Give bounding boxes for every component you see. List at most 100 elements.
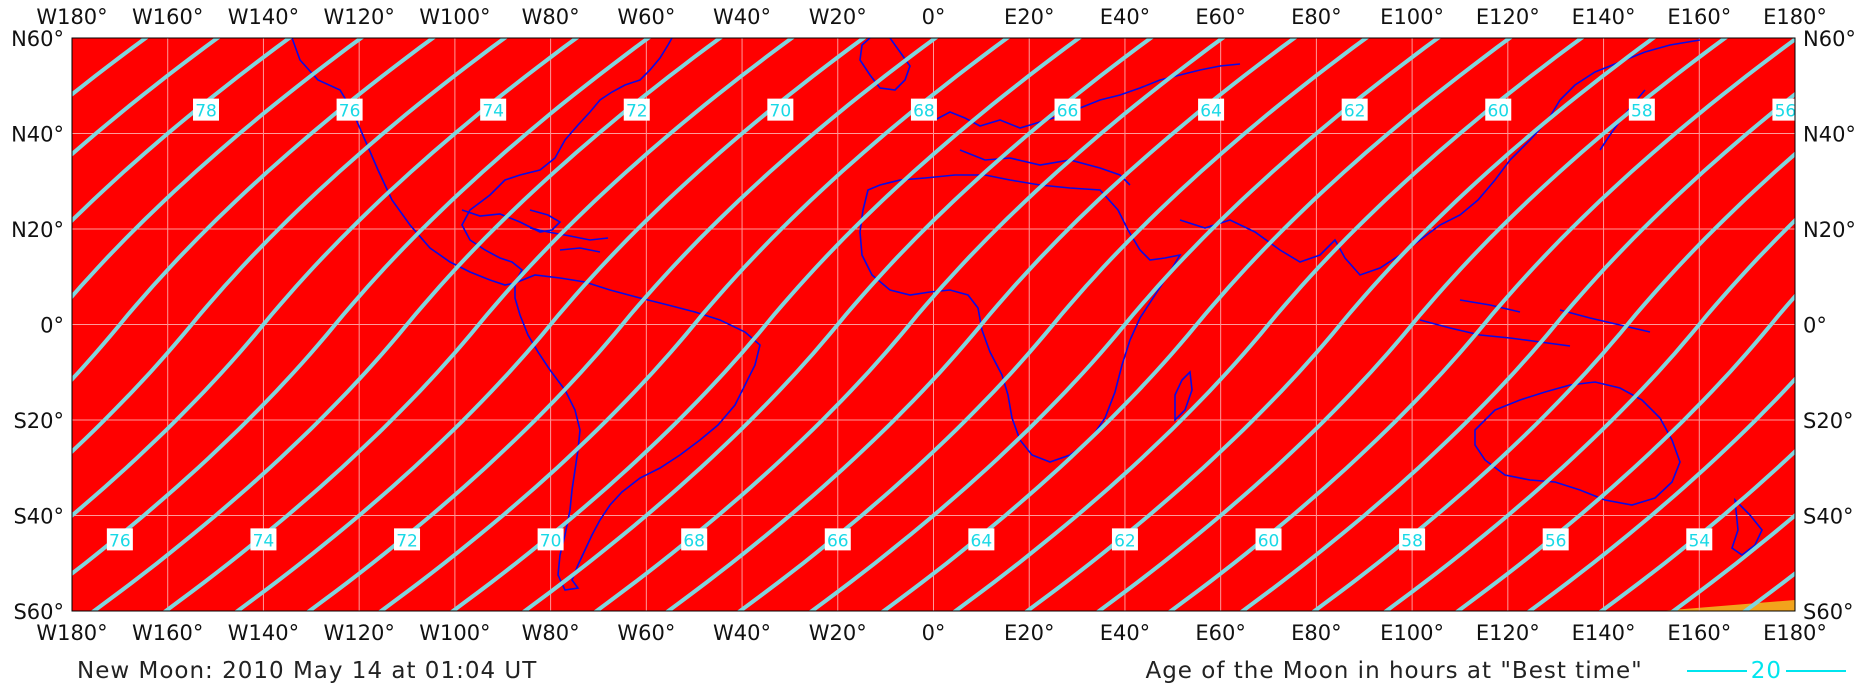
contour-label-box (193, 98, 220, 121)
contour-label-text: 64 (971, 531, 993, 551)
latitude-label: S40° (13, 505, 64, 529)
longitude-label: W180° (36, 5, 107, 29)
latitude-label: 0° (1803, 314, 1827, 338)
longitude-label: W60° (617, 621, 675, 645)
contour-label-box (1054, 98, 1081, 121)
longitude-label: E180° (1763, 621, 1827, 645)
contour-label: 72 (394, 528, 421, 551)
contour-line (72, 38, 652, 577)
contour-label-box (824, 528, 851, 551)
contour-label: 74 (250, 528, 277, 551)
contour-line (1023, 38, 1657, 611)
contour-line (1095, 38, 1729, 611)
contour-label-text: 56 (1545, 531, 1567, 551)
latitude-label: N40° (1803, 123, 1856, 147)
longitude-labels-top: W180° W160° W140° W120° W100° W80° W60° W40° W20… (36, 5, 1827, 29)
latitude-label: N20° (1803, 218, 1856, 242)
contour-label-text: 62 (1114, 531, 1136, 551)
contour-line (72, 38, 437, 383)
longitude-label: E100° (1380, 5, 1444, 29)
contour-label: 76 (106, 528, 133, 551)
contour-label-text: 76 (109, 531, 131, 551)
contour-label-box (106, 528, 133, 551)
latitude-label: N20° (11, 218, 64, 242)
contour-line (234, 38, 867, 611)
contour-label-box (1485, 98, 1512, 121)
contour-label-text: 74 (253, 531, 275, 551)
contour-label-text: 66 (1057, 102, 1079, 122)
longitude-label: W120° (323, 5, 394, 29)
contour-label: 66 (1054, 98, 1081, 122)
contour-label-box (1255, 528, 1282, 551)
contour-label: 70 (537, 528, 564, 551)
contour-label-box (1341, 98, 1368, 121)
legend-sample-value: 20 (1750, 658, 1782, 684)
longitude-label: E40° (1100, 5, 1151, 29)
contour-line (808, 38, 1442, 611)
latitude-label: S20° (1803, 409, 1854, 433)
longitude-label: E40° (1100, 621, 1151, 645)
coastline-south-america (514, 274, 761, 591)
latitude-label: S60° (13, 600, 64, 624)
coastline-australia (1474, 381, 1681, 506)
contour-label-text: 72 (396, 531, 418, 551)
moon-age-contours (72, 38, 1795, 611)
contour-line (736, 38, 1370, 611)
contour-label: 64 (968, 528, 995, 551)
longitude-label: E160° (1667, 621, 1731, 645)
coastline-caribbean (529, 227, 609, 253)
contour-label: 60 (1255, 528, 1282, 551)
contour-line (664, 38, 1298, 611)
longitude-labels-bottom: W180° W160° W140° W120° W100° W80° W60° W40° W20… (36, 621, 1827, 645)
contour-label: 66 (824, 528, 851, 551)
longitude-label: E160° (1667, 5, 1731, 29)
longitude-label: E80° (1291, 5, 1342, 29)
contour-labels: 78 76 74 72 70 68 66 64 62 60 58 56 76 74 72 70 68 66 64 62… (106, 98, 1799, 551)
contour-label-box (767, 98, 794, 121)
contour-line (72, 38, 509, 455)
contour-label-text: 68 (913, 102, 935, 122)
longitude-label: E60° (1195, 621, 1246, 645)
longitude-label: E80° (1291, 621, 1342, 645)
legend-line-right (1786, 670, 1846, 672)
legend: Age of the Moon in hours at "Best time" … (1145, 658, 1850, 684)
contour-label-box (1198, 98, 1225, 121)
longitude-label: E60° (1195, 5, 1246, 29)
longitude-label: E140° (1572, 621, 1636, 645)
coastline-indonesia (1419, 299, 1651, 347)
contour-label-text: 70 (770, 102, 792, 122)
contour-label-box (1111, 528, 1138, 551)
contour-line (377, 38, 1011, 611)
contour-label: 72 (623, 98, 650, 122)
contour-label: 76 (336, 98, 363, 122)
contour-label-text: 66 (827, 531, 849, 551)
contour-line (1526, 376, 1795, 611)
longitude-label: W80° (522, 5, 580, 29)
contour-label-text: 54 (1688, 531, 1710, 551)
longitude-label: E120° (1476, 621, 1540, 645)
legend-line-left (1686, 670, 1747, 672)
contour-line (1598, 448, 1795, 611)
contour-line (1669, 512, 1795, 611)
longitude-label: W120° (323, 621, 394, 645)
contour-label: 78 (193, 98, 220, 122)
longitude-label: W140° (228, 5, 299, 29)
contour-line (1239, 91, 1795, 611)
latitude-labels-left: N60° N40° N20° 0° S20° S40° S60° (11, 27, 64, 624)
legend-label: Age of the Moon in hours at "Best time" (1145, 658, 1643, 684)
contour-line (90, 38, 724, 611)
contour-label: 70 (767, 98, 794, 122)
contour-label-box (623, 98, 650, 121)
longitude-label: E100° (1380, 621, 1444, 645)
longitude-label: W100° (419, 5, 490, 29)
contour-label-box (681, 528, 708, 551)
contour-label: 54 (1686, 528, 1713, 551)
contour-label: 56 (1542, 528, 1569, 551)
contour-line (952, 38, 1585, 611)
latitude-label: N60° (1803, 27, 1856, 51)
coastline-madagascar (1174, 370, 1193, 422)
latitude-label: S20° (13, 409, 64, 433)
longitude-label: W40° (713, 621, 771, 645)
latitude-label: N60° (11, 27, 64, 51)
coastline-new-zealand (1731, 497, 1763, 556)
